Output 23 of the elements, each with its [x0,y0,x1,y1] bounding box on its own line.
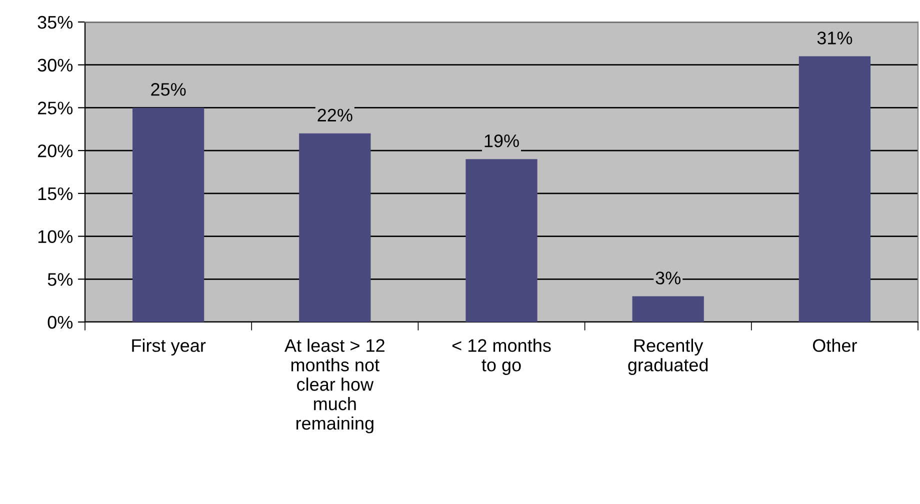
y-tick-label: 10% [38,230,73,244]
bar [299,133,371,322]
x-tick-label: Other [812,338,857,352]
data-label: 25% [151,83,186,96]
data-label: 31% [817,32,852,44]
bar [132,108,204,322]
y-tick-label: 5% [48,273,73,286]
y-tick-label: 35% [38,16,73,29]
data-label: 19% [484,134,519,148]
bar [798,56,871,322]
y-tick-label: 30% [38,58,73,72]
x-tick-label: At least > 12 months not clear how much remaining [284,338,384,434]
y-tick-label: 0% [48,316,73,329]
bar [632,296,704,322]
y-tick-label: 15% [38,187,73,200]
data-label: 3% [656,272,681,284]
x-tick-label: First year [132,338,206,356]
y-tick-label: 25% [38,102,73,114]
y-tick-label: 20% [38,144,73,158]
x-tick-label: < 12 months to go [452,338,551,375]
data-label: 22% [318,108,352,122]
bar [466,159,538,322]
x-tick-label: Recently graduated [628,338,708,375]
